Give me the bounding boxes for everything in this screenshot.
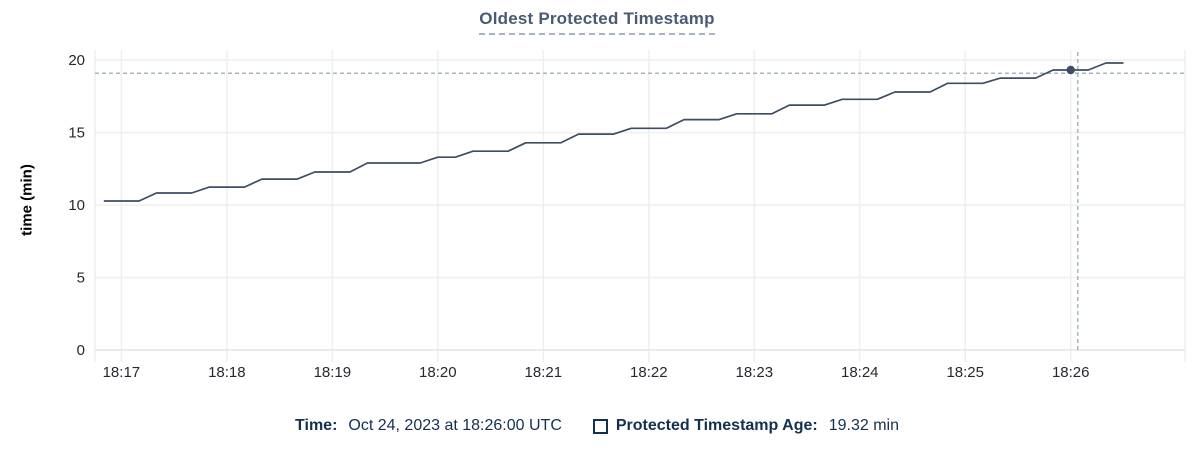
plot-svg[interactable]: 0 5 10 15 20 18:17 18:18 18:19 18:20 18:21 18:22 18… xyxy=(0,0,1194,410)
x-tick-label: 18:23 xyxy=(736,364,774,381)
legend-series-checkbox[interactable] xyxy=(592,418,608,434)
x-tick-label: 18:18 xyxy=(208,364,246,381)
x-tick-label: 18:25 xyxy=(946,364,984,381)
y-tick-label: 0 xyxy=(77,342,85,359)
x-tick-label: 18:22 xyxy=(630,364,668,381)
y-tick-label: 5 xyxy=(77,270,85,287)
chart-header: Oldest Protected Timestamp xyxy=(0,9,1194,35)
y-tick-label: 10 xyxy=(68,197,85,214)
hover-point-dot xyxy=(1066,65,1075,75)
x-tick-label: 18:20 xyxy=(419,364,457,381)
x-tick-label: 18:26 xyxy=(1052,364,1090,381)
x-tick-label: 18:24 xyxy=(841,364,879,381)
y-tick-label: 20 xyxy=(68,52,85,69)
x-tick-label: 18:17 xyxy=(103,364,141,381)
x-tick-label: 18:19 xyxy=(314,364,352,381)
y-axis-label: time (min) xyxy=(18,164,36,236)
hover-legend: Time: Oct 24, 2023 at 18:26:00 UTC Prote… xyxy=(0,415,1194,437)
chart-title[interactable]: Oldest Protected Timestamp xyxy=(479,9,715,35)
legend-series-key: Protected Timestamp Age: xyxy=(615,417,818,434)
legend-time-value: Oct 24, 2023 at 18:26:00 UTC xyxy=(348,417,562,434)
legend-time-key: Time: xyxy=(295,417,338,434)
x-tick-label: 18:21 xyxy=(525,364,563,381)
series-line xyxy=(103,62,1124,202)
y-tick-label: 15 xyxy=(68,125,85,142)
legend-series-value: 19.32 min xyxy=(828,417,899,434)
